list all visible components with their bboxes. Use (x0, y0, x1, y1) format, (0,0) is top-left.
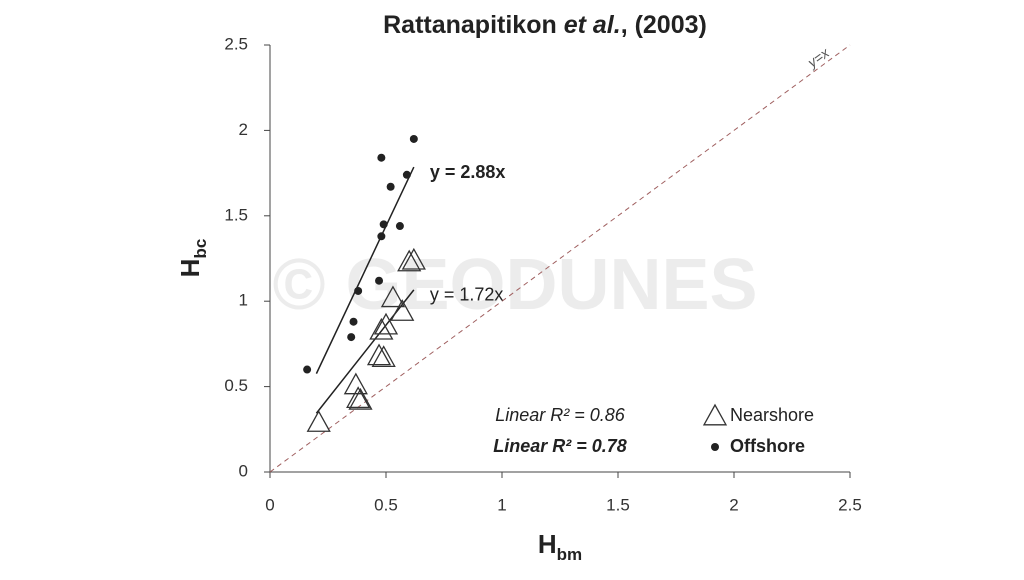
label-part: bm (557, 545, 583, 564)
label-part: H (538, 529, 557, 559)
x-axis-label: Hbm (538, 529, 582, 565)
legend-marker (711, 443, 719, 451)
data-point (379, 220, 388, 229)
x-tick-label: 1 (497, 495, 506, 514)
y-tick-label: 2 (239, 120, 248, 139)
data-point (349, 317, 358, 326)
data-point (343, 372, 368, 395)
label-part: H (175, 259, 205, 278)
legend-marker (702, 403, 728, 426)
y-tick-label: 0.5 (224, 376, 248, 395)
data-point (402, 170, 411, 179)
x-tick-label: 1.5 (606, 495, 630, 514)
r2-label: Linear R² = 0.78 (493, 436, 627, 456)
y-tick-label: 1.5 (224, 205, 248, 224)
data-point (397, 249, 422, 272)
x-tick-label: 2 (729, 495, 738, 514)
r2-label: Linear R² = 0.86 (495, 405, 626, 425)
y-tick-label: 1 (239, 291, 248, 310)
x-tick-label: 0.5 (374, 495, 398, 514)
data-point (303, 365, 312, 374)
data-point (306, 410, 331, 432)
data-point (371, 345, 396, 368)
data-point (375, 276, 384, 285)
y-tick-label: 2.5 (224, 34, 248, 53)
data-point (348, 387, 373, 410)
data-point (401, 247, 426, 270)
title-part: , (2003) (621, 11, 707, 39)
y-tick-label: 0 (239, 461, 248, 480)
data-point (347, 333, 356, 342)
legend-label: Nearshore (730, 405, 814, 425)
data-point (377, 153, 386, 162)
fit-line (315, 166, 415, 374)
x-tick-label: 2.5 (838, 495, 862, 514)
data-point (390, 299, 415, 321)
data-point (369, 317, 394, 340)
title-part: Rattanapitikon (383, 11, 564, 39)
data-point (366, 343, 392, 366)
y-axis-label: Hbc (175, 239, 211, 278)
reference-label: y=x (804, 44, 833, 71)
data-point (380, 285, 406, 308)
watermark: © GEODUNES (272, 245, 757, 325)
title-part: et al. (564, 11, 621, 39)
fit-line (315, 289, 415, 414)
data-point (409, 134, 418, 143)
data-point (386, 182, 395, 191)
chart-title: Rattanapitikon et al., (2003) (383, 11, 707, 39)
legend-label: Offshore (730, 436, 805, 456)
data-point (373, 312, 399, 335)
data-point (395, 222, 404, 231)
x-tick-label: 0 (265, 495, 274, 514)
fit-label: y = 1.72x (430, 285, 504, 305)
fit-label: y = 2.88x (430, 162, 506, 182)
data-point (354, 286, 363, 295)
label-part: bc (191, 239, 210, 259)
data-point (377, 232, 386, 241)
data-point (346, 386, 371, 409)
